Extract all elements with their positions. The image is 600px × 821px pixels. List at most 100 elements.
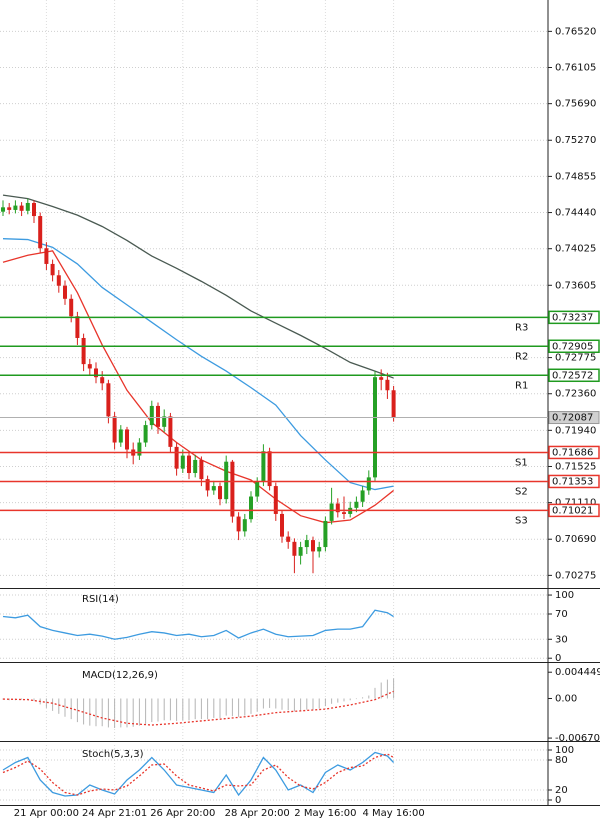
candle-body [366,477,371,491]
y-tick-label: 0.72775 [555,353,596,364]
candle-body [199,459,204,480]
candle-body [38,216,43,249]
pivot-value: 0.71353 [552,476,593,487]
candle-body [106,383,111,417]
pivot-value: 0.73237 [552,312,593,323]
candle-body [218,486,222,500]
y-tick-label: 0.004449 [555,667,600,678]
candle-body [63,285,67,299]
candle-body [44,248,49,264]
pivot-value: 0.71686 [552,447,593,458]
candle-body [292,541,297,556]
pivot-name: R3 [515,322,528,333]
x-tick-label: 24 Apr 21:01 [82,808,147,819]
candle-body [323,520,328,548]
y-tick-label: 80 [555,755,568,766]
indicator-line [2,751,395,797]
candle-body [236,516,241,532]
candle-body [280,513,284,537]
candle-body [187,455,191,474]
candle-body [211,486,216,491]
pivot-box [548,445,600,460]
pivot-value: 0.72572 [552,370,593,381]
candle-body [125,429,129,450]
y-tick-label: 100 [555,590,574,601]
pivot-name: S1 [515,457,528,468]
candle-body [7,207,12,210]
pivot-box [548,368,600,383]
candle-body [143,425,148,443]
candle-body [267,451,272,487]
y-tick-label: -0.006704 [555,733,600,744]
y-tick-label: 70 [555,609,568,620]
indicator-line [2,194,394,379]
y-tick-label: 0.70275 [555,570,596,581]
candle-body [81,337,86,365]
y-tick-label: 0 [555,653,561,664]
candle-body [385,379,390,391]
candle-body [118,429,123,443]
last-price-value: 0.72087 [552,413,593,424]
candle-body [87,364,92,369]
candle-body [242,519,247,532]
candle-body [50,263,55,276]
candle-body [317,547,322,552]
pivot-box [548,503,600,518]
y-tick-label: 20 [555,785,568,796]
candle-body [69,298,74,317]
y-tick-label: 0.72360 [555,389,596,400]
indicator-line [2,690,394,726]
candle-body [32,202,36,217]
candle-body [311,540,315,552]
candle-body [391,390,396,418]
pivot-box [548,339,600,354]
candle-body [13,205,18,210]
pivot-box [548,310,600,325]
candle-body [156,405,160,427]
candle-body [255,481,260,497]
candle-body [249,496,253,520]
pivot-value: 0.71021 [552,505,593,516]
y-tick-label: 0.75690 [555,99,596,110]
candle-body [205,479,210,491]
candle-body [162,416,167,427]
x-tick-label: 26 Apr 20:00 [150,808,215,819]
y-tick-label: 0.76520 [555,26,596,37]
candle-body [379,377,384,380]
candle-body [373,377,377,478]
candle-body [75,316,80,338]
x-tick-label: 4 May 16:00 [362,808,424,819]
y-tick-label: 0.70690 [555,534,596,545]
candle-body [19,205,24,211]
last-price-box [548,411,600,425]
candle-body [168,416,173,447]
panel-title: Stoch(5,3,3) [82,749,144,760]
candle-body [354,501,359,508]
y-tick-label: 0.71525 [555,461,596,472]
candle-body [112,416,117,443]
y-tick-label: 30 [555,634,568,645]
y-tick-label: 0.73605 [555,280,596,291]
candle-body [25,202,30,211]
candle-body [56,275,61,286]
pivot-value: 0.72905 [552,341,593,352]
candle-body [100,377,105,384]
y-tick-label: 0.74855 [555,171,596,182]
candle-body [180,455,185,469]
y-tick-label: 0.74440 [555,208,596,219]
x-tick-label: 21 Apr 00:00 [14,808,79,819]
candle-body [94,368,98,378]
candle-body [286,536,291,542]
indicator-line [2,753,394,796]
candle-body [1,207,5,212]
candle-body [224,461,229,500]
pivot-name: R2 [515,351,528,362]
candle-body [342,512,346,514]
y-tick-label: 0.71940 [555,425,596,436]
indicator-line [2,609,394,640]
candle-body [360,490,365,502]
panel-title: RSI(14) [82,594,119,605]
candle-body [174,446,179,469]
